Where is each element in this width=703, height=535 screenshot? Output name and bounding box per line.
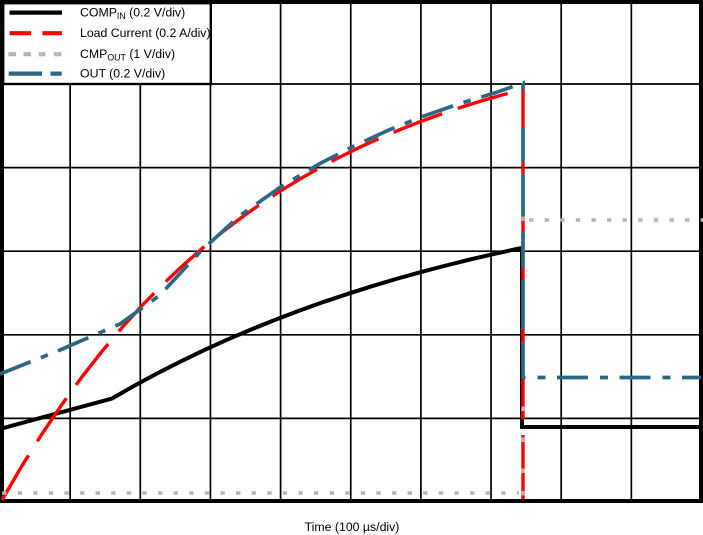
svg-text:COMPIN (0.2 V/div): COMPIN (0.2 V/div) — [80, 6, 185, 22]
svg-text:CMPOUT (1 V/div): CMPOUT (1 V/div) — [80, 47, 175, 63]
svg-text:Time (100 µs/div): Time (100 µs/div) — [305, 520, 400, 534]
svg-text:Load Current (0.2 A/div): Load Current (0.2 A/div) — [80, 26, 211, 40]
svg-text:OUT (0.2 V/div): OUT (0.2 V/div) — [80, 66, 165, 80]
